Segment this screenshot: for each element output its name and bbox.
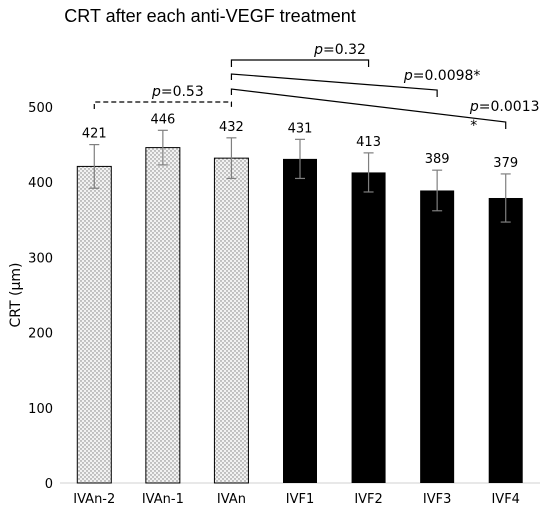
bar-ivan (213, 157, 249, 484)
value-label: 421 (82, 127, 107, 142)
value-label: 446 (150, 112, 175, 127)
value-label: 389 (425, 152, 450, 167)
bar-ivf1 (283, 158, 317, 483)
y-tick-label: 500 (28, 101, 53, 116)
bar-ivf3 (420, 190, 455, 484)
x-tick-label: IVF3 (423, 492, 451, 507)
x-tick-label: IVF4 (491, 492, 519, 507)
bar-ivf4 (488, 197, 523, 483)
chart-title: CRT after each anti-VEGF treatment (64, 6, 356, 26)
value-label: 413 (356, 135, 381, 150)
x-tick-label: IVF2 (354, 492, 382, 507)
y-tick-label: 0 (45, 477, 53, 492)
bracket-p053 (93, 101, 233, 109)
bar-ivan-1 (145, 147, 181, 484)
y-tick-label: 200 (28, 327, 53, 342)
significance-star: * (470, 118, 477, 134)
x-tick-label: IVAn-1 (142, 492, 184, 507)
p-value-label: p=0.0013 (469, 99, 540, 115)
value-label: 379 (493, 156, 518, 171)
bracket-p00098 (230, 73, 438, 97)
y-tick-label: 100 (28, 402, 53, 417)
y-tick-label: 300 (28, 251, 53, 266)
p-value-label: p=0.32 (313, 42, 366, 58)
p-value-label: p=0.0098* (403, 68, 481, 84)
bar-ivan-2 (76, 165, 112, 484)
y-tick-label: 400 (28, 176, 53, 191)
x-tick-label: IVF1 (286, 492, 314, 507)
value-label: 431 (288, 121, 313, 136)
x-tick-label: IVAn (217, 492, 246, 507)
bracket-p00013 (230, 88, 507, 129)
p-value-label: p=0.53 (151, 84, 204, 100)
bracket-p032 (230, 59, 370, 67)
value-label: 432 (219, 120, 244, 135)
y-axis-title: CRT (μm) (8, 263, 24, 328)
bar-ivf2 (351, 172, 386, 483)
x-tick-label: IVAn-2 (73, 492, 115, 507)
